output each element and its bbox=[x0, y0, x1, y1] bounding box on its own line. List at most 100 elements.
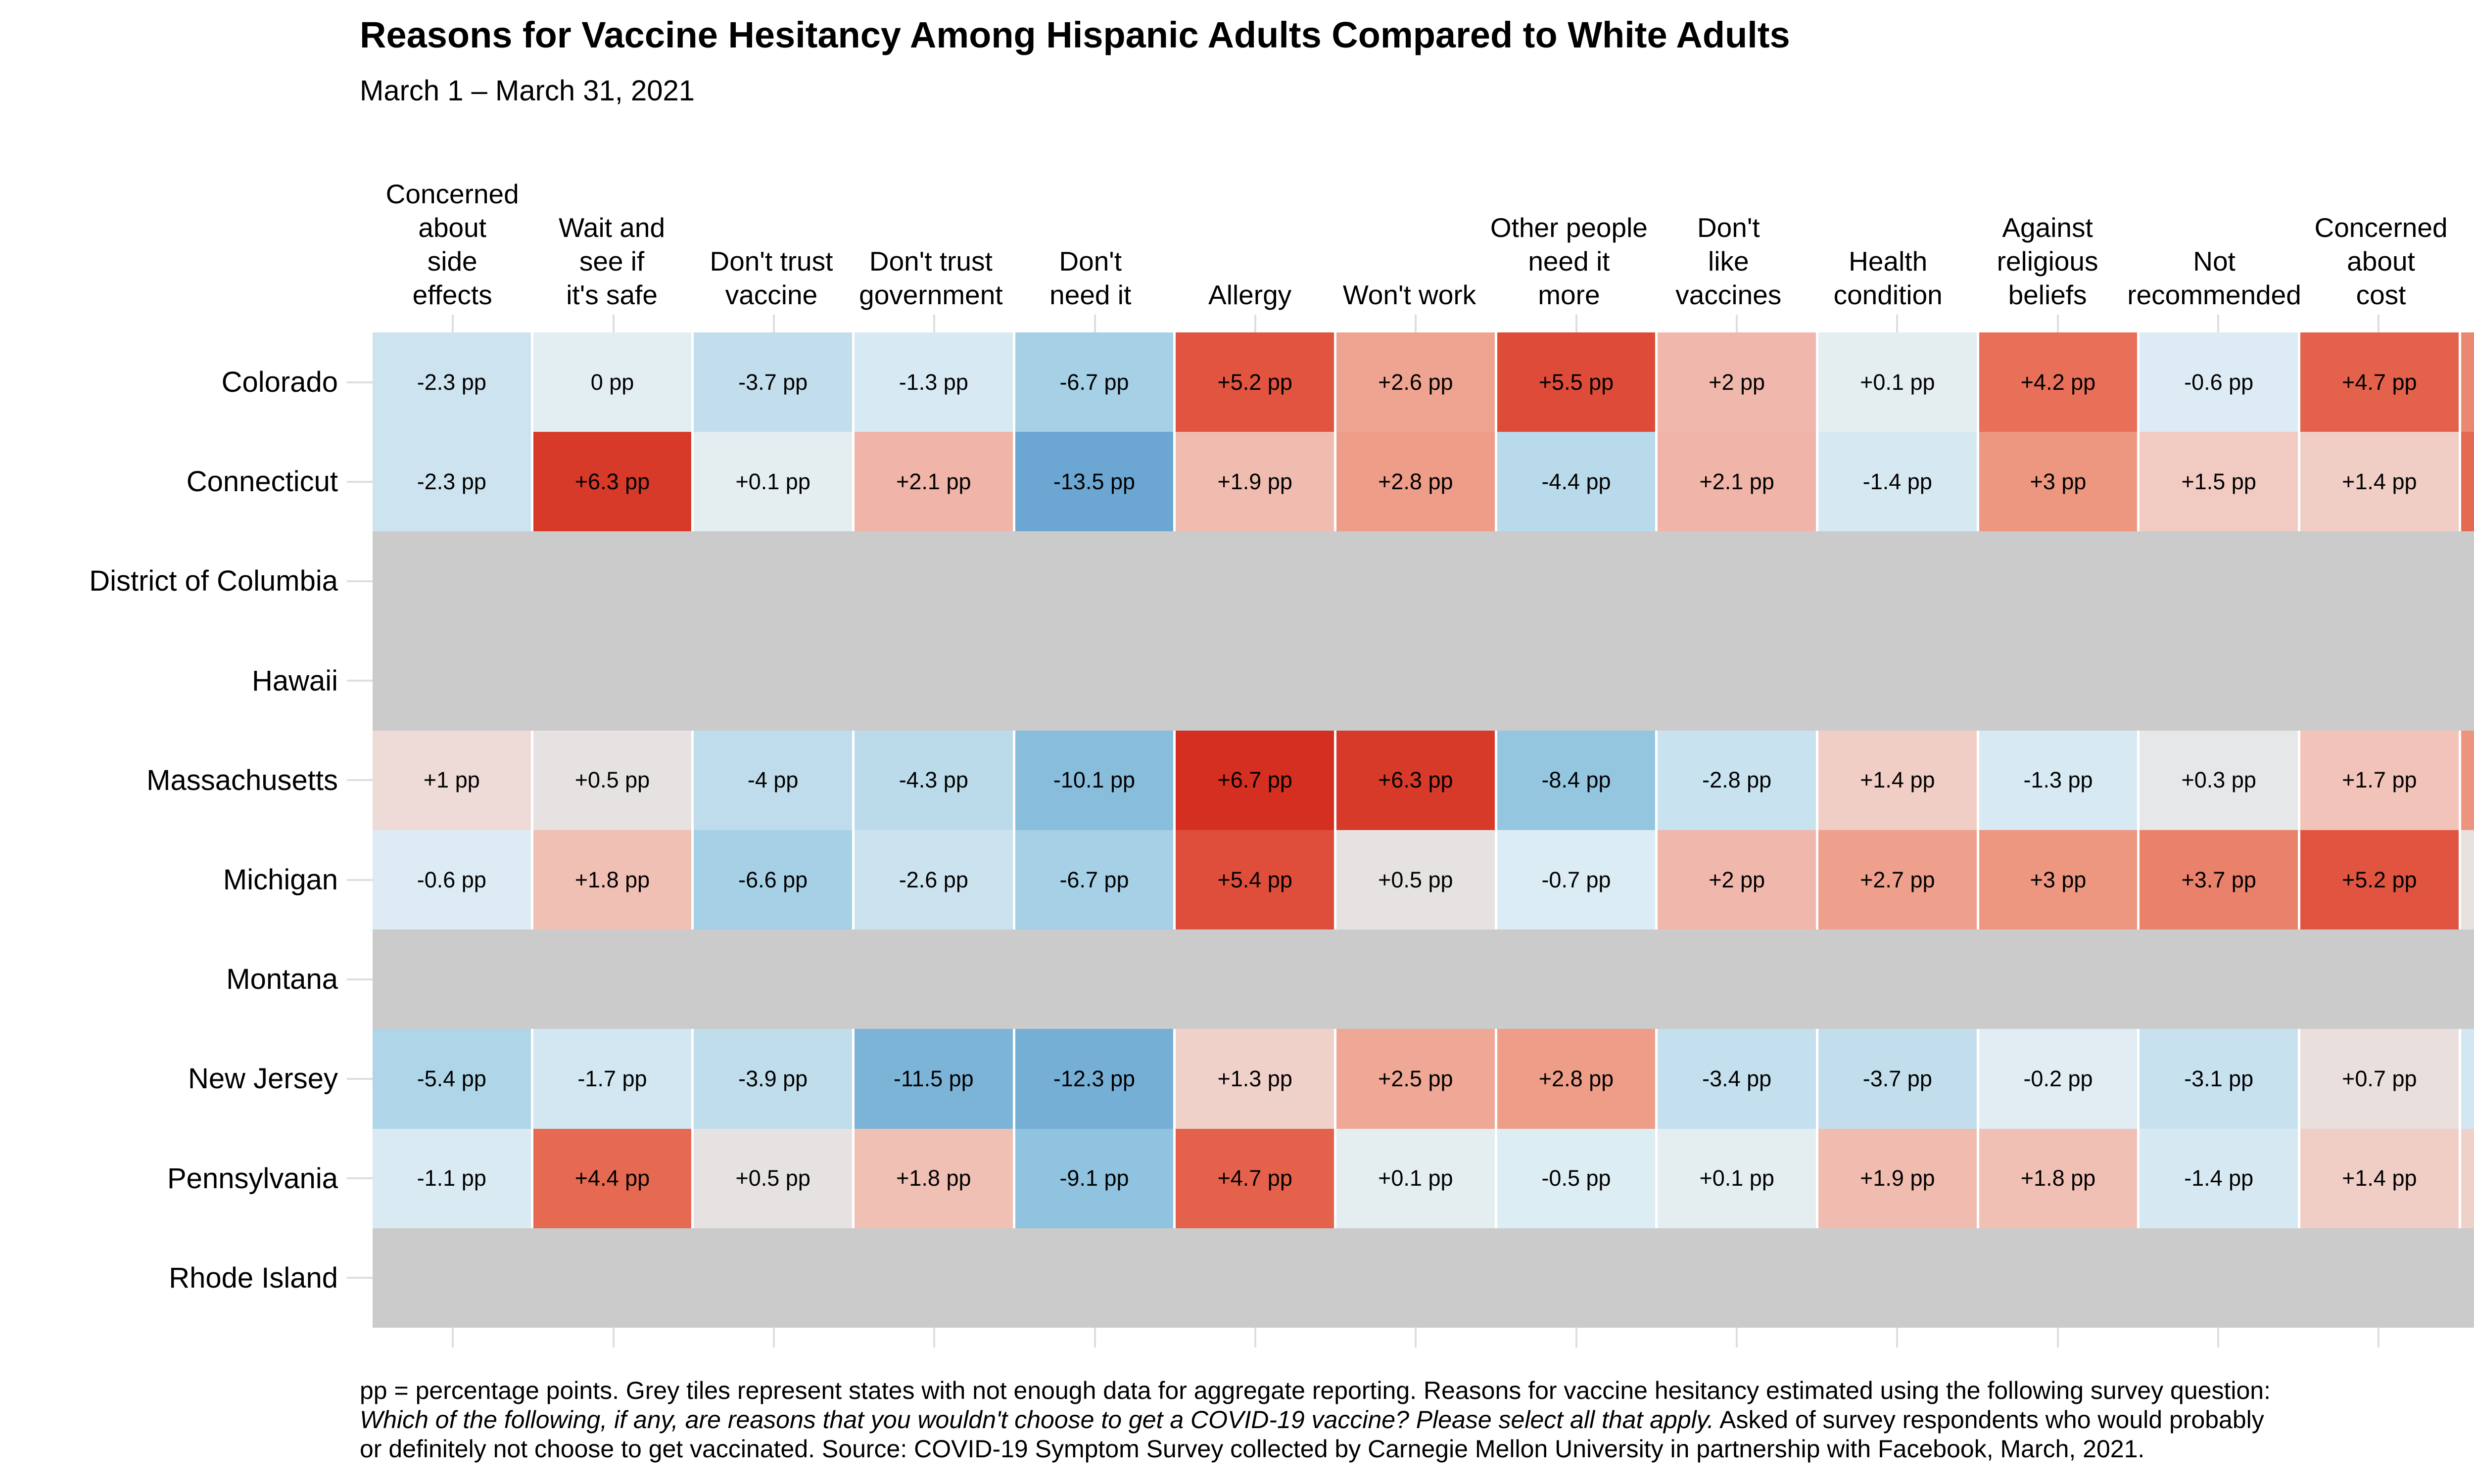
gridline-tick bbox=[1094, 1328, 1096, 1347]
gridline-tick bbox=[2378, 1328, 2380, 1347]
gridline-tick bbox=[1254, 315, 1256, 332]
gridline-tick bbox=[1896, 315, 1899, 332]
gridline-tick bbox=[347, 680, 373, 682]
caption: pp = percentage points. Grey tiles repre… bbox=[360, 1376, 2474, 1464]
heatmap-cell: +0.6 pp bbox=[2461, 830, 2474, 930]
page-title: Reasons for Vaccine Hesitancy Among Hisp… bbox=[360, 14, 1790, 55]
heatmap-cell: -1.7 pp bbox=[2461, 1029, 2474, 1129]
heatmap-cell: +1.8 pp bbox=[854, 1128, 1013, 1228]
column-header: Other people need it more bbox=[1490, 212, 1648, 310]
gridline-tick bbox=[1415, 315, 1417, 332]
heatmap-cell: +1.9 pp bbox=[1818, 1128, 1977, 1228]
heatmap-cell: -1.4 pp bbox=[1818, 432, 1977, 532]
heatmap-cell: -0.7 pp bbox=[1497, 830, 1656, 930]
row-label: Massachusetts bbox=[146, 764, 338, 796]
heatmap-cell: -9.1 pp bbox=[1015, 1128, 1174, 1228]
heatmap-cell: -6.7 pp bbox=[1015, 332, 1174, 432]
heatmap-cell: +2.1 pp bbox=[1658, 432, 1816, 532]
gridline-tick bbox=[1735, 315, 1738, 332]
column-header: Allergy bbox=[1208, 279, 1292, 310]
row-label: Rhode Island bbox=[169, 1261, 338, 1294]
heatmap-cell: +1.4 pp bbox=[2300, 432, 2459, 532]
heatmap-cell: 0 pp bbox=[533, 332, 692, 432]
heatmap-cell: +1.8 pp bbox=[1979, 1128, 2138, 1228]
heatmap-cell: +0.3 pp bbox=[2140, 730, 2298, 830]
heatmap-cell: -1.1 pp bbox=[373, 1128, 531, 1228]
gridline-tick bbox=[347, 480, 373, 483]
heatmap-cell: +3 pp bbox=[1979, 432, 2138, 532]
column-header: Don't need it bbox=[1049, 246, 1132, 310]
gridline-tick bbox=[1575, 1328, 1577, 1347]
heatmap-cell: -1.4 pp bbox=[2140, 1128, 2298, 1228]
heatmap-cell: -2.8 pp bbox=[1658, 730, 1816, 830]
heatmap-cell: +4.2 pp bbox=[1979, 332, 2138, 432]
heatmap-cell: -12.3 pp bbox=[1015, 1029, 1174, 1129]
heatmap-cell: +6.3 pp bbox=[533, 432, 692, 532]
heatmap-cell: -0.2 pp bbox=[1979, 1029, 2138, 1129]
missing-data-band bbox=[373, 929, 2474, 1029]
page-subtitle: March 1 – March 31, 2021 bbox=[360, 75, 695, 107]
heatmap-cell: -4.3 pp bbox=[854, 730, 1013, 830]
gridline-tick bbox=[452, 1328, 454, 1347]
column-header: Don't trust vaccine bbox=[710, 246, 833, 310]
heatmap-cell: +6.7 pp bbox=[1176, 730, 1334, 830]
column-header: Don't like vaccines bbox=[1675, 212, 1782, 310]
gridline-tick bbox=[1896, 1328, 1899, 1347]
heatmap-cell: -1.3 pp bbox=[854, 332, 1013, 432]
heatmap-cell: +5.2 pp bbox=[1176, 332, 1334, 432]
heatmap-cell: -4 pp bbox=[694, 730, 852, 830]
column-headers: Concerned about side effects Wait and see if i… bbox=[373, 148, 2474, 312]
heatmap-cell: +1.8 pp bbox=[533, 830, 692, 930]
gridline-tick bbox=[2056, 315, 2059, 332]
gridline-tick bbox=[933, 315, 936, 332]
gridline-tick bbox=[933, 1328, 936, 1347]
heatmap-cell: +0.1 pp bbox=[1818, 332, 1977, 432]
column-header: Pregnancy bbox=[2461, 278, 2474, 312]
heatmap-cell: -0.6 pp bbox=[373, 830, 531, 930]
heatmap-cell: +1.9 pp bbox=[1176, 432, 1334, 532]
heatmap-cell: +6.3 pp bbox=[1336, 730, 1495, 830]
caption-line-2: Asked of survey respondents who would pr… bbox=[1713, 1406, 2264, 1434]
row-label: District of Columbia bbox=[89, 565, 338, 598]
heatmap-cell: +1.3 pp bbox=[1176, 1029, 1334, 1129]
heatmap-cell: +4.4 pp bbox=[2461, 432, 2474, 532]
gridline-tick bbox=[2378, 315, 2380, 332]
gridline-tick bbox=[1575, 315, 1577, 332]
heatmap-cell: +0.1 pp bbox=[694, 432, 852, 532]
heatmap-cell: -11.5 pp bbox=[854, 1029, 1013, 1129]
gridline-tick bbox=[347, 978, 373, 980]
row-label: Montana bbox=[226, 963, 338, 996]
row-labels: Colorado Connecticut District of Columbia H… bbox=[0, 332, 343, 1328]
caption-source: or definitely not choose to get vaccinat… bbox=[360, 1435, 2145, 1463]
heatmap-cell: +3.7 pp bbox=[2140, 830, 2298, 930]
heatmap-cell: -3.1 pp bbox=[2140, 1029, 2298, 1129]
gridline-tick bbox=[347, 381, 373, 383]
gridline-tick bbox=[347, 879, 373, 881]
heatmap-cell: -2.6 pp bbox=[854, 830, 1013, 930]
gridline-tick bbox=[347, 1177, 373, 1180]
row-label: Colorado bbox=[221, 366, 338, 398]
gridline-tick bbox=[347, 580, 373, 582]
heatmap-cell: +3 pp bbox=[1979, 830, 2138, 930]
heatmap-cell: -1.7 pp bbox=[533, 1029, 692, 1129]
caption-line-1: pp = percentage points. Grey tiles repre… bbox=[360, 1377, 2271, 1404]
heatmap-cell: -10.1 pp bbox=[1015, 730, 1174, 830]
gridline-tick bbox=[2217, 1328, 2219, 1347]
heatmap-cell: +2 pp bbox=[1658, 332, 1816, 432]
heatmap-cell: -3.4 pp bbox=[1658, 1029, 1816, 1129]
heatmap-cell: -2.3 pp bbox=[373, 332, 531, 432]
gridline-tick bbox=[1735, 1328, 1738, 1347]
gridline-tick bbox=[452, 315, 454, 332]
heatmap-cell: -13.5 pp bbox=[1015, 432, 1174, 532]
column-header: Concerned about cost bbox=[2314, 212, 2448, 310]
heatmap-cell: +5.2 pp bbox=[2300, 830, 2459, 930]
column-header: Not recommended bbox=[2127, 246, 2301, 310]
heatmap-cell: +2.5 pp bbox=[1336, 1029, 1495, 1129]
heatmap-cell: -6.6 pp bbox=[694, 830, 852, 930]
heatmap-cell: +2 pp bbox=[1658, 830, 1816, 930]
heatmap-cell: +0.5 pp bbox=[694, 1128, 852, 1228]
heatmap-cell: +1.4 pp bbox=[1818, 730, 1977, 830]
heatmap-cell: +5.5 pp bbox=[1497, 332, 1656, 432]
heatmap-cell: +2.8 pp bbox=[1336, 432, 1495, 532]
heatmap-cell: -8.4 pp bbox=[1497, 730, 1656, 830]
